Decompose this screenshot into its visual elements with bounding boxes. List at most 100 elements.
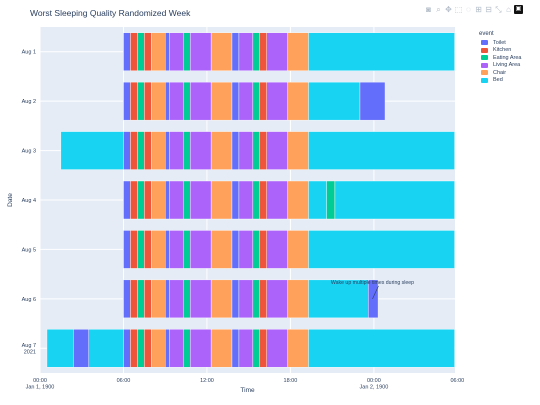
bar-segment-toilet[interactable] [73, 329, 89, 368]
bar-segment-chair[interactable] [151, 81, 166, 121]
camera-icon[interactable]: ◙ [426, 4, 431, 14]
bar-segment-eating-area[interactable] [137, 131, 145, 170]
legend-item[interactable]: Eating Area [479, 54, 521, 62]
bar-segment-chair[interactable] [287, 329, 309, 368]
bar-segment-toilet[interactable] [231, 230, 240, 269]
bar-segment-bed[interactable] [334, 180, 455, 220]
zoom-in-icon[interactable]: ⊞ [475, 4, 482, 14]
bar-segment-kitchen[interactable] [130, 131, 138, 170]
bar-segment-eating-area[interactable] [137, 329, 145, 368]
bar-segment-toilet[interactable] [231, 180, 240, 220]
bar-segment-toilet[interactable] [165, 230, 170, 269]
bar-segment-living-area[interactable] [190, 329, 212, 368]
bar-segment-chair[interactable] [287, 230, 309, 269]
bar-segment-toilet[interactable] [368, 279, 379, 319]
bar-segment-toilet[interactable] [165, 180, 170, 220]
bar-segment-living-area[interactable] [238, 230, 254, 269]
bar-segment-bed[interactable] [88, 329, 124, 368]
bar-segment-chair[interactable] [151, 279, 166, 319]
bar-segment-bed[interactable] [308, 81, 361, 121]
bar-segment-kitchen[interactable] [259, 81, 267, 121]
bar-segment-chair[interactable] [210, 279, 233, 319]
bar-segment-toilet[interactable] [123, 329, 131, 368]
bar-segment-kitchen[interactable] [144, 32, 152, 71]
bar-segment-kitchen[interactable] [144, 180, 152, 220]
zoom-icon[interactable]: ⌕ [436, 4, 441, 14]
bar-segment-eating-area[interactable] [252, 32, 261, 71]
bar-segment-eating-area[interactable] [183, 32, 191, 71]
bar-segment-living-area[interactable] [238, 32, 254, 71]
bar-segment-toilet[interactable] [231, 131, 240, 170]
bar-segment-kitchen[interactable] [259, 329, 267, 368]
bar-segment-chair[interactable] [210, 32, 233, 71]
bar-segment-living-area[interactable] [190, 279, 212, 319]
bar-segment-eating-area[interactable] [252, 230, 261, 269]
bar-segment-living-area[interactable] [190, 32, 212, 71]
bar-segment-toilet[interactable] [123, 230, 131, 269]
bar-segment-eating-area[interactable] [326, 180, 336, 220]
bar-segment-eating-area[interactable] [137, 180, 145, 220]
bar-segment-chair[interactable] [287, 279, 309, 319]
bar-segment-eating-area[interactable] [252, 279, 261, 319]
bar-segment-eating-area[interactable] [252, 329, 261, 368]
box-select-icon[interactable]: ⬚ [454, 4, 463, 14]
legend-item[interactable]: Toilet [479, 39, 521, 47]
bar-segment-chair[interactable] [210, 180, 233, 220]
bar-segment-toilet[interactable] [123, 180, 131, 220]
bar-segment-living-area[interactable] [169, 329, 184, 368]
bar-segment-kitchen[interactable] [130, 329, 138, 368]
bar-segment-living-area[interactable] [190, 131, 212, 170]
bar-segment-living-area[interactable] [266, 180, 288, 220]
bar-segment-chair[interactable] [151, 230, 166, 269]
bar-segment-chair[interactable] [287, 131, 309, 170]
bar-segment-living-area[interactable] [169, 131, 184, 170]
bar-segment-living-area[interactable] [238, 279, 254, 319]
bar-segment-kitchen[interactable] [259, 131, 267, 170]
pan-icon[interactable]: ✥ [445, 4, 452, 14]
bar-segment-toilet[interactable] [123, 81, 131, 121]
bar-segment-living-area[interactable] [266, 81, 288, 121]
bar-segment-eating-area[interactable] [137, 32, 145, 71]
bar-segment-kitchen[interactable] [130, 180, 138, 220]
bar-segment-kitchen[interactable] [130, 279, 138, 319]
bar-segment-living-area[interactable] [238, 180, 254, 220]
lasso-select-icon[interactable]: ◌ [466, 4, 471, 14]
bar-segment-bed[interactable] [46, 329, 74, 368]
bar-segment-eating-area[interactable] [183, 131, 191, 170]
bar-segment-chair[interactable] [210, 131, 233, 170]
bar-segment-living-area[interactable] [190, 180, 212, 220]
bar-segment-chair[interactable] [210, 81, 233, 121]
bar-segment-living-area[interactable] [190, 230, 212, 269]
bar-segment-eating-area[interactable] [183, 180, 191, 220]
bar-segment-bed[interactable] [308, 32, 455, 71]
bar-segment-chair[interactable] [210, 329, 233, 368]
bar-segment-kitchen[interactable] [144, 230, 152, 269]
legend-item[interactable]: Chair [479, 69, 521, 77]
autoscale-icon[interactable]: ⤡ [495, 4, 502, 14]
bar-segment-kitchen[interactable] [130, 81, 138, 121]
bar-segment-toilet[interactable] [231, 329, 240, 368]
bar-segment-eating-area[interactable] [183, 329, 191, 368]
bar-segment-kitchen[interactable] [130, 32, 138, 71]
bar-segment-chair[interactable] [151, 329, 166, 368]
bar-segment-chair[interactable] [287, 180, 309, 220]
bar-segment-toilet[interactable] [359, 81, 386, 121]
bar-segment-living-area[interactable] [169, 81, 184, 121]
bar-segment-eating-area[interactable] [183, 230, 191, 269]
legend-item[interactable]: Kitchen [479, 47, 521, 55]
bar-segment-living-area[interactable] [266, 131, 288, 170]
reset-axes-icon[interactable]: ⌂ [506, 4, 511, 14]
bar-segment-kitchen[interactable] [259, 230, 267, 269]
legend-item[interactable]: Bed [479, 77, 521, 85]
bar-segment-toilet[interactable] [123, 131, 131, 170]
bar-segment-eating-area[interactable] [252, 81, 261, 121]
bar-segment-eating-area[interactable] [137, 230, 145, 269]
bar-segment-kitchen[interactable] [259, 180, 267, 220]
bar-segment-toilet[interactable] [165, 329, 170, 368]
bar-segment-living-area[interactable] [169, 180, 184, 220]
bar-segment-living-area[interactable] [190, 81, 212, 121]
bar-segment-bed[interactable] [60, 131, 124, 170]
bar-segment-kitchen[interactable] [259, 32, 267, 71]
bar-segment-kitchen[interactable] [144, 81, 152, 121]
